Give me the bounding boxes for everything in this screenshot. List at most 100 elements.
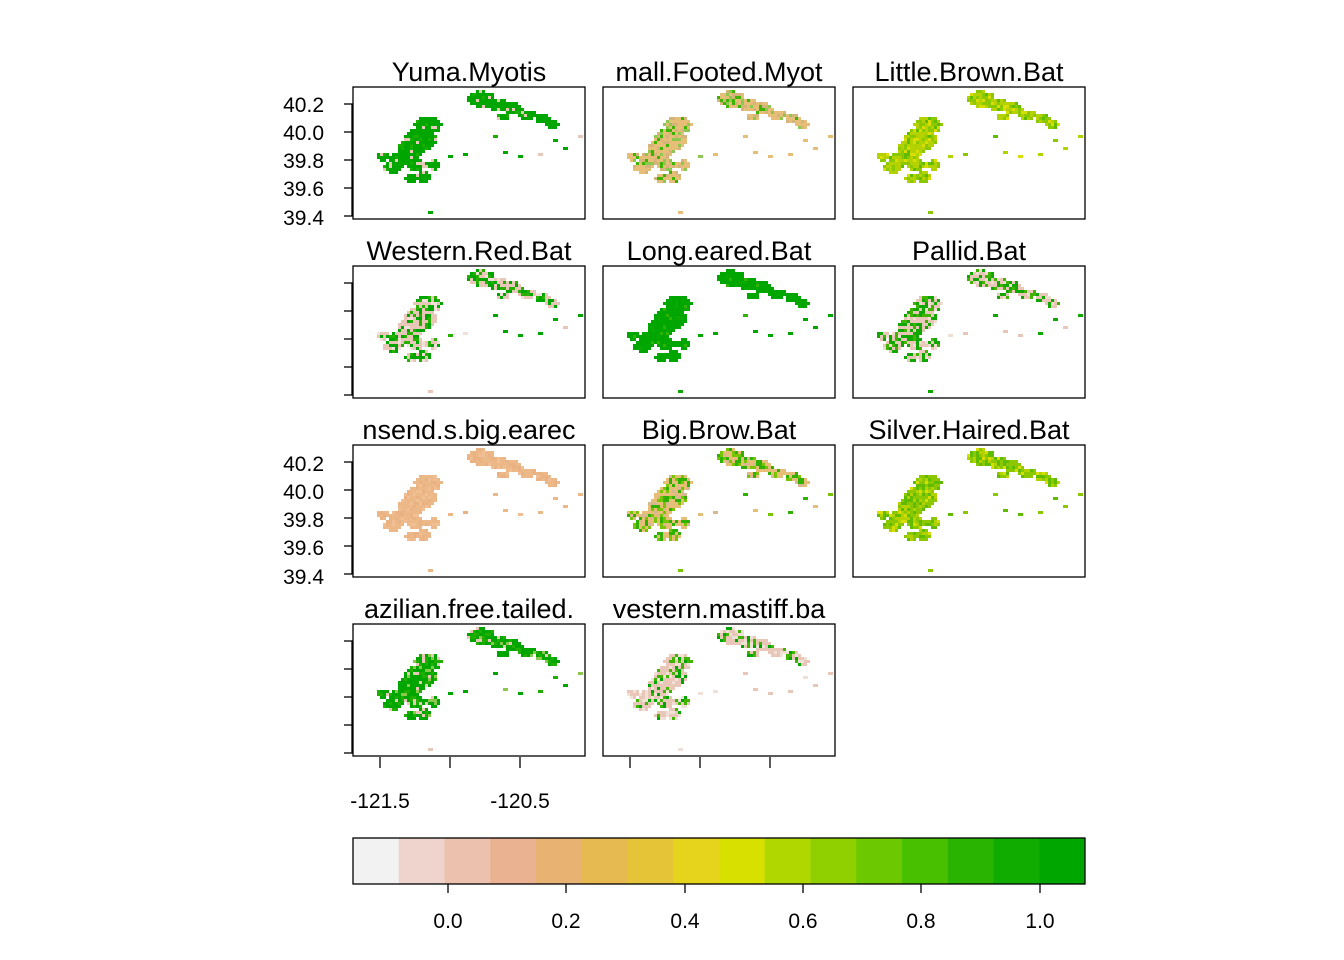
map-cell [789,472,792,475]
map-cell [916,335,919,338]
map-cell [895,514,898,517]
map-cell [741,454,744,457]
map-cell [425,535,428,538]
legend-tick-label: 0.8 [906,910,935,933]
map-cell [413,538,416,541]
map-cell [398,696,401,699]
map-cell [979,463,982,466]
map-cell [431,675,434,678]
map-cell [877,511,880,514]
map-cell [726,633,729,636]
map-cell [431,302,434,305]
map-cell [925,481,928,484]
map-cell [750,466,753,469]
map-cell [431,317,434,320]
map-cell [1018,114,1021,117]
map-cell [726,96,729,99]
map-cell [663,317,666,320]
map-cell [907,174,910,177]
map-cell [678,478,681,481]
map-cell [669,487,672,490]
map-cell [666,714,669,717]
map-cell [413,159,416,162]
map-cell [648,520,651,523]
map-cell [889,341,892,344]
map-cell [479,99,482,102]
map-cell [434,523,437,526]
map-cell [913,302,916,305]
map-cell [416,311,419,314]
map-cell [901,150,904,153]
map-cell [645,171,648,174]
map-cell [419,702,422,705]
map-cell [509,102,512,105]
map-cell [419,502,422,505]
legend-tick-label: 0.6 [788,910,817,933]
panel-title: vestern.mastiff.ba [613,594,827,624]
map-cell [660,666,663,669]
map-cell [410,159,413,162]
map-cell [684,338,687,341]
map-cell [1003,509,1008,512]
map-cell [636,341,639,344]
map-cell [973,451,976,454]
map-cell [663,341,666,344]
map-cell [934,162,937,165]
map-cell [648,168,651,171]
map-cell [904,496,907,499]
map-cell [765,460,768,463]
map-cell [907,147,910,150]
map-cell [934,517,937,520]
map-cell [494,284,497,287]
map-cell [925,138,928,141]
map-raster [627,627,833,751]
map-cell [422,702,425,705]
map-cell [413,344,416,347]
map-cell [654,323,657,326]
map-cell [491,457,494,460]
map-cell [669,162,672,165]
map-cell [678,123,681,126]
map-cell [488,96,491,99]
map-cell [410,156,413,159]
map-cell [473,460,476,463]
map-cell [419,132,422,135]
map-panel: mall.Footed.Myot [602,57,836,220]
map-cell [491,99,494,102]
map-cell [437,666,440,669]
map-cell [675,487,678,490]
map-cell [762,645,765,648]
map-cell [948,155,953,158]
map-cell [925,505,928,508]
map-cell [425,529,428,532]
map-cell [919,356,922,359]
map-cell [410,353,413,356]
map-cell [654,502,657,505]
map-cell [672,496,675,499]
map-cell [889,171,892,174]
map-cell [416,317,419,320]
map-cell [434,162,437,165]
map-cell [753,296,756,299]
map-cell [991,108,994,111]
map-cell [889,347,892,350]
map-cell [419,314,422,317]
map-cell [1030,117,1033,120]
map-cell [389,529,392,532]
map-cell [425,675,428,678]
map-cell [678,654,681,657]
map-cell [910,526,913,529]
map-cell [648,329,651,332]
map-cell [741,284,744,287]
map-cell [434,520,437,523]
map-cell [1033,472,1036,475]
map-cell [713,153,718,156]
map-cell [928,344,931,347]
map-cell [723,275,726,278]
map-cell [907,144,910,147]
map-cell [765,463,768,466]
map-cell [386,690,389,693]
map-cell [922,538,925,541]
map-cell [684,475,687,478]
map-cell [747,102,750,105]
